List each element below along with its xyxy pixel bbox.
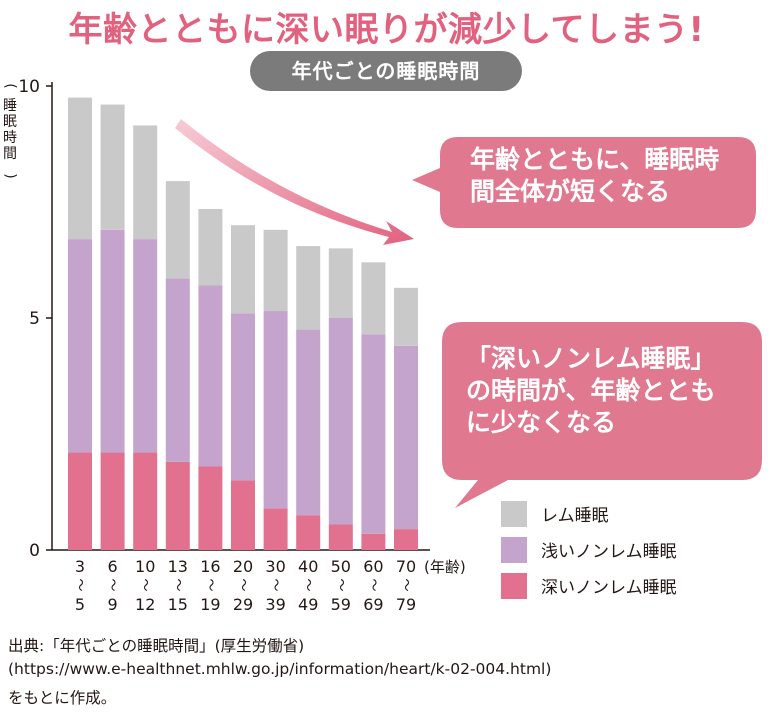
x-tick-label-top: 16	[200, 557, 220, 576]
x-tick-label-top: 40	[298, 557, 318, 576]
bar-segment	[165, 278, 190, 462]
bar-segment	[296, 329, 321, 516]
x-tick-range-mark: 〜	[268, 578, 283, 591]
x-tick-label-bottom: 9	[108, 595, 118, 614]
y-axis-label-close-paren: )	[2, 173, 18, 178]
bar-segment	[394, 345, 418, 530]
x-tick-label-bottom: 5	[75, 595, 85, 614]
bar-segment	[68, 97, 92, 240]
bar-segment	[394, 529, 418, 550]
bar-segment	[361, 262, 386, 335]
bar-segment	[165, 181, 190, 279]
bar-segment	[133, 452, 158, 550]
y-tick-label: 5	[29, 309, 40, 329]
bar-segment	[100, 229, 125, 453]
x-tick-range-mark: 〜	[300, 578, 315, 591]
bar-segment	[231, 313, 255, 481]
callout-2-line-3: に少なくなる	[466, 408, 617, 437]
bar-segment	[68, 239, 92, 453]
bar-segment	[133, 125, 158, 240]
x-tick-range-mark: 〜	[137, 578, 152, 591]
x-tick-range-mark: 〜	[72, 578, 87, 591]
x-tick-label-bottom: 15	[168, 595, 188, 614]
y-axis-label-char: 時	[3, 130, 17, 146]
bar-segment	[165, 461, 190, 550]
x-tick-range-mark: 〜	[365, 578, 380, 591]
bar-segment	[133, 239, 158, 453]
bar-segment	[361, 533, 386, 550]
legend-label: 深いノンレム睡眠	[541, 578, 677, 598]
x-tick-label-bottom: 39	[265, 595, 285, 614]
x-tick-label-top: 70	[396, 557, 416, 576]
x-tick-range-mark: 〜	[202, 578, 217, 591]
x-tick-label-bottom: 79	[396, 595, 416, 614]
trend-arrow	[175, 119, 414, 245]
bar-segment	[263, 311, 288, 509]
callout-2-line-2: の時間が、年齢ととも	[466, 376, 716, 405]
x-tick-range-mark: 〜	[105, 578, 120, 591]
y-axis-label-char: 睡	[3, 98, 17, 114]
legend-swatch	[501, 537, 527, 563]
bar-segment	[68, 452, 92, 550]
callout-text-1: 年齢とともに、睡眠時 間全体が短くなる	[470, 144, 719, 208]
legend-label: 浅いノンレム睡眠	[541, 542, 677, 562]
x-tick-range-mark: 〜	[398, 578, 413, 591]
x-tick-label-bottom: 29	[233, 595, 253, 614]
x-tick-label-bottom: 19	[200, 595, 220, 614]
y-axis-label-open-paren: (	[2, 83, 18, 88]
bar-segment	[394, 287, 418, 346]
x-tick-label-top: 30	[265, 557, 285, 576]
y-axis-label-char: 眠	[3, 114, 17, 130]
x-tick-label-top: 20	[233, 557, 253, 576]
bar-segment	[198, 208, 223, 286]
x-tick-label-top: 6	[108, 557, 118, 576]
bar-segment	[198, 285, 223, 467]
x-tick-label-top: 3	[75, 557, 85, 576]
callout-2-line-1: 「深いノンレム睡眠」	[466, 344, 716, 373]
bar-segment	[231, 225, 255, 314]
x-tick-range-mark: 〜	[235, 578, 250, 591]
x-tick-label-top: 60	[363, 557, 383, 576]
x-tick-label-top: 50	[331, 557, 351, 576]
callout-1-line-1: 年齢とともに、睡眠時	[470, 145, 720, 174]
source-line-2: (https://www.e-healthnet.mhlw.go.jp/info…	[8, 660, 552, 678]
x-tick-label-bottom: 12	[135, 595, 155, 614]
bar-segment	[263, 508, 288, 550]
bar-segment	[100, 104, 125, 230]
bar-segment	[231, 480, 255, 550]
bar-segment	[296, 246, 321, 330]
bar-segment	[100, 452, 125, 550]
x-tick-label-top: 13	[168, 557, 188, 576]
bar-segment	[328, 318, 353, 525]
x-axis-label: (年齢)	[424, 558, 466, 576]
x-tick-label-top: 10	[135, 557, 155, 576]
callout-bubble-1	[412, 137, 756, 228]
legend-swatch	[501, 573, 527, 599]
legend-label: レム睡眠	[541, 506, 609, 526]
legend-swatch	[501, 501, 527, 527]
x-tick-label-bottom: 49	[298, 595, 318, 614]
headline: 年齢とともに深い眠りが減少してしまう!	[68, 10, 705, 50]
source-line-3: をもとに作成。	[8, 689, 117, 707]
x-tick-range-mark: 〜	[333, 578, 348, 591]
x-tick-label-bottom: 69	[363, 595, 383, 614]
bar-segment	[296, 515, 321, 550]
source-line-1: 出典:「年代ごとの睡眠時間」(厚生労働省)	[8, 637, 305, 655]
bar-segment	[361, 334, 386, 534]
chart-title: 年代ごとの睡眠時間	[250, 51, 522, 91]
bar-segment	[263, 229, 288, 312]
y-tick-label: 10	[18, 77, 40, 97]
x-tick-range-mark: 〜	[170, 578, 185, 591]
callout-text-2: 「深いノンレム睡眠」 の時間が、年齢ととも に少なくなる	[466, 343, 716, 439]
x-tick-label-bottom: 59	[331, 595, 351, 614]
bar-segment	[328, 524, 353, 550]
callout-1-line-2: 間全体が短くなる	[470, 177, 671, 206]
y-axis-label-char: 間	[3, 146, 17, 162]
y-tick-label: 0	[29, 541, 40, 561]
callout-bubble-2	[442, 322, 762, 508]
bar-segment	[198, 466, 223, 550]
bar-segment	[328, 248, 353, 318]
